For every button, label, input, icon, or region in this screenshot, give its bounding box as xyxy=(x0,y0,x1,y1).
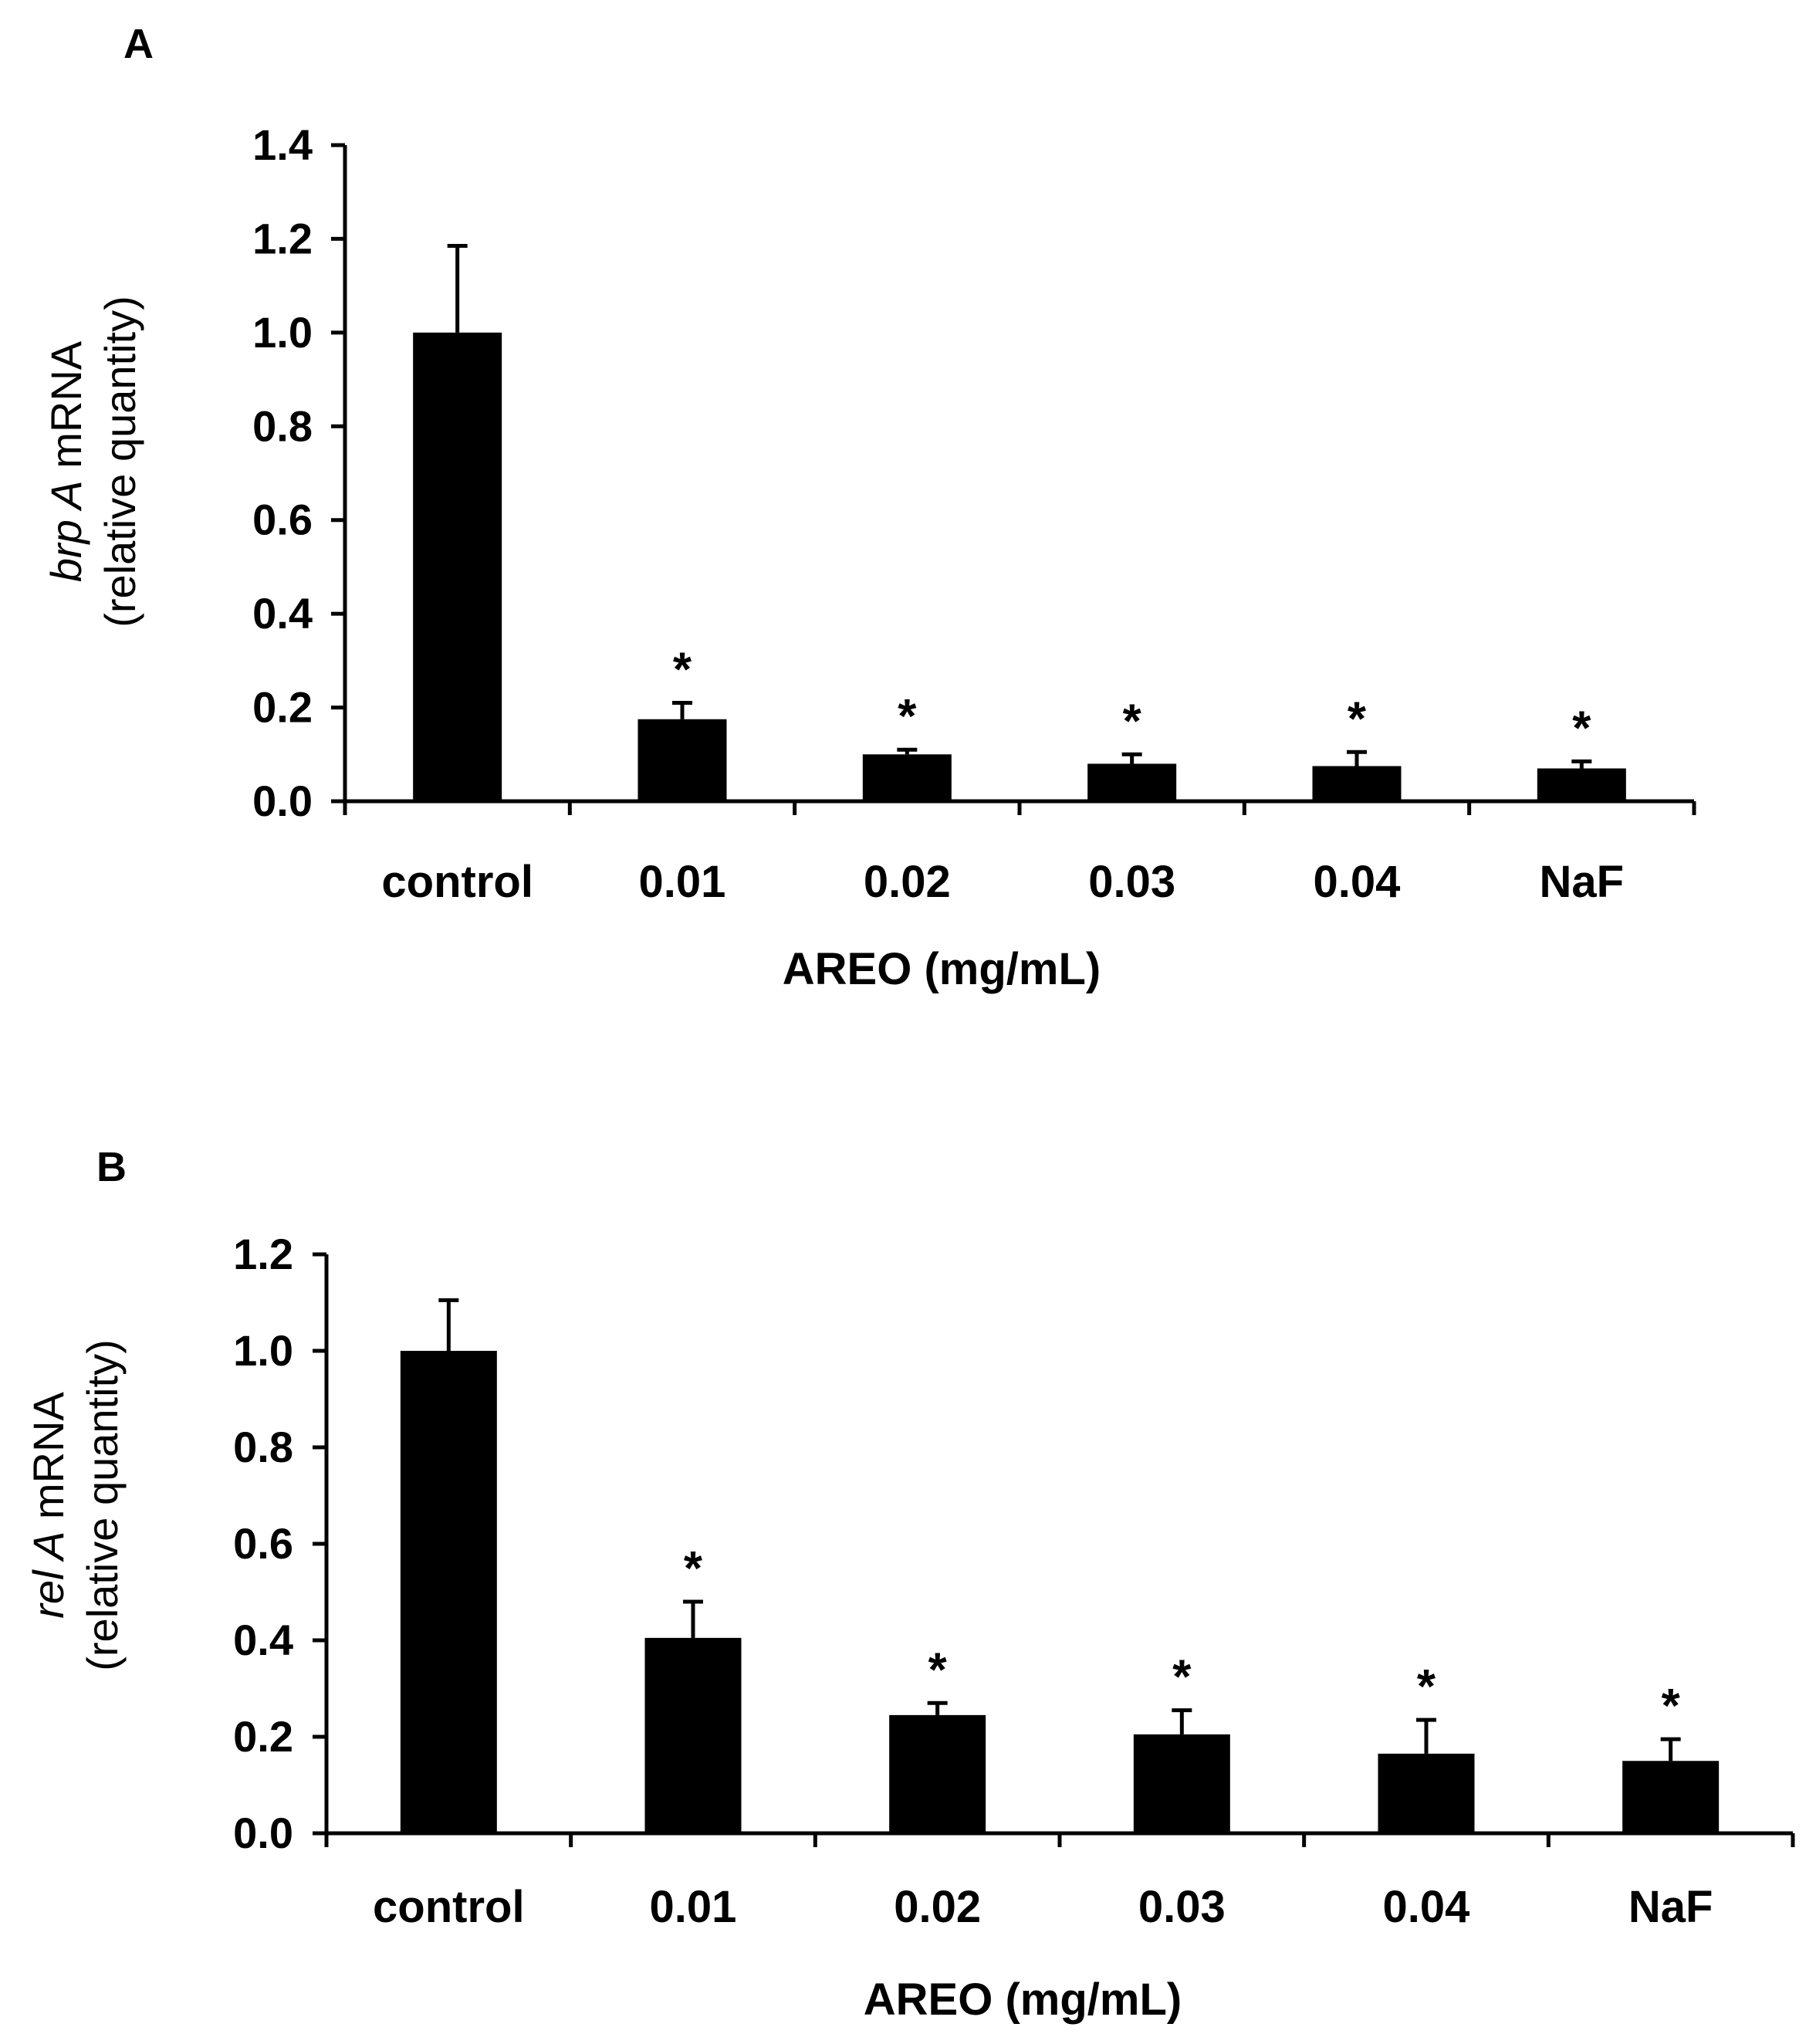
y-axis-gene-a: brp A xyxy=(42,480,90,582)
y-axis-title-b: rel A mRNA (relative quantity) xyxy=(24,1339,127,1671)
y-axis-subtitle-a: (relative quantity) xyxy=(96,296,144,628)
x-category-label-b-5: NaF xyxy=(1628,1882,1713,1932)
svg-text:rel A mRNA: rel A mRNA xyxy=(24,1392,73,1619)
y-tick-label-a: 0.2 xyxy=(252,683,313,732)
y-tick-label-b: 0.4 xyxy=(233,1616,293,1664)
y-tick-label-b: 1.2 xyxy=(233,1230,293,1278)
panel-label-a: A xyxy=(123,21,154,67)
x-category-label-a-1: 0.01 xyxy=(639,857,726,907)
x-category-label-a-4: 0.04 xyxy=(1314,857,1401,907)
bar-a-1 xyxy=(637,719,727,801)
y-tick-label-b: 0.8 xyxy=(233,1423,293,1471)
x-axis-title-a: AREO (mg/mL) xyxy=(783,944,1101,994)
x-category-label-b-4: 0.04 xyxy=(1383,1882,1470,1932)
y-tick-label-b: 1.0 xyxy=(233,1326,293,1375)
y-axis-suffix-b: mRNA xyxy=(24,1392,73,1531)
y-axis-subtitle-b: (relative quantity) xyxy=(78,1339,127,1671)
bar-a-5 xyxy=(1537,768,1626,801)
bar-b-4 xyxy=(1378,1753,1475,1833)
y-tick-label-a: 0.0 xyxy=(252,777,313,825)
y-tick-label-b: 0.2 xyxy=(233,1712,293,1761)
y-axis-gene-b: rel A xyxy=(24,1531,73,1619)
x-category-label-a-5: NaF xyxy=(1540,857,1625,907)
x-category-label-a-2: 0.02 xyxy=(864,857,951,907)
plot-area-a: 0.0 0.2 0.4 0.6 0.8 1.0 1.2 1.4 control * 0.01 * 0.0… xyxy=(252,120,1696,907)
bar-a-3 xyxy=(1087,763,1177,801)
significance-marker-a-1: * xyxy=(673,644,692,697)
bar-b-1 xyxy=(644,1637,742,1833)
bar-b-5 xyxy=(1622,1761,1720,1833)
panel-label-b: B xyxy=(96,1144,127,1190)
significance-marker-b-1: * xyxy=(684,1542,703,1596)
bar-a-2 xyxy=(862,754,952,801)
x-category-label-b-0: control xyxy=(373,1882,525,1932)
significance-marker-a-2: * xyxy=(898,690,917,743)
significance-marker-a-5: * xyxy=(1572,702,1591,755)
svg-text:brp A mRNA: brp A mRNA xyxy=(42,340,90,582)
bar-a-4 xyxy=(1312,766,1402,801)
bar-a-0 xyxy=(413,332,502,801)
bar-b-0 xyxy=(400,1351,497,1833)
x-category-label-b-1: 0.01 xyxy=(650,1882,737,1932)
y-axis-title-a: brp A mRNA (relative quantity) xyxy=(42,296,144,628)
y-axis-suffix-a: mRNA xyxy=(42,340,90,480)
significance-marker-a-4: * xyxy=(1348,692,1367,746)
bar-b-2 xyxy=(889,1714,986,1833)
chart-panel-a: A brp A mRNA (relative quantity) 0.00.20… xyxy=(42,21,1696,994)
x-category-label-a-3: 0.03 xyxy=(1088,857,1175,907)
y-tick-label-b: 0.6 xyxy=(233,1519,293,1568)
x-category-label-b-3: 0.03 xyxy=(1138,1882,1226,1932)
y-tick-label-a: 1.4 xyxy=(252,120,313,169)
x-category-label-b-2: 0.02 xyxy=(894,1882,981,1932)
y-tick-label-a: 0.8 xyxy=(252,401,313,450)
x-category-label-a-0: control xyxy=(381,857,533,907)
significance-marker-a-3: * xyxy=(1123,695,1142,748)
chart-panel-b: B rel A mRNA (relative quantity) 0.00.20… xyxy=(24,1144,1795,2025)
y-tick-label-a: 0.6 xyxy=(252,496,313,544)
y-tick-label-b: 0.0 xyxy=(233,1809,293,1857)
x-axis-title-b: AREO (mg/mL) xyxy=(864,1975,1182,2025)
plot-area-b: 0.0 0.2 0.4 0.6 0.8 1.0 1.2 control * 0.01 * 0.02 * 0… xyxy=(233,1230,1795,1932)
significance-marker-b-3: * xyxy=(1172,1651,1192,1704)
significance-marker-b-4: * xyxy=(1417,1660,1436,1714)
y-tick-label-a: 0.4 xyxy=(252,589,313,638)
y-tick-label-a: 1.0 xyxy=(252,308,313,357)
bar-b-3 xyxy=(1133,1734,1230,1833)
significance-marker-b-5: * xyxy=(1662,1680,1681,1733)
y-tick-label-a: 1.2 xyxy=(252,214,313,262)
significance-marker-b-2: * xyxy=(928,1643,948,1697)
